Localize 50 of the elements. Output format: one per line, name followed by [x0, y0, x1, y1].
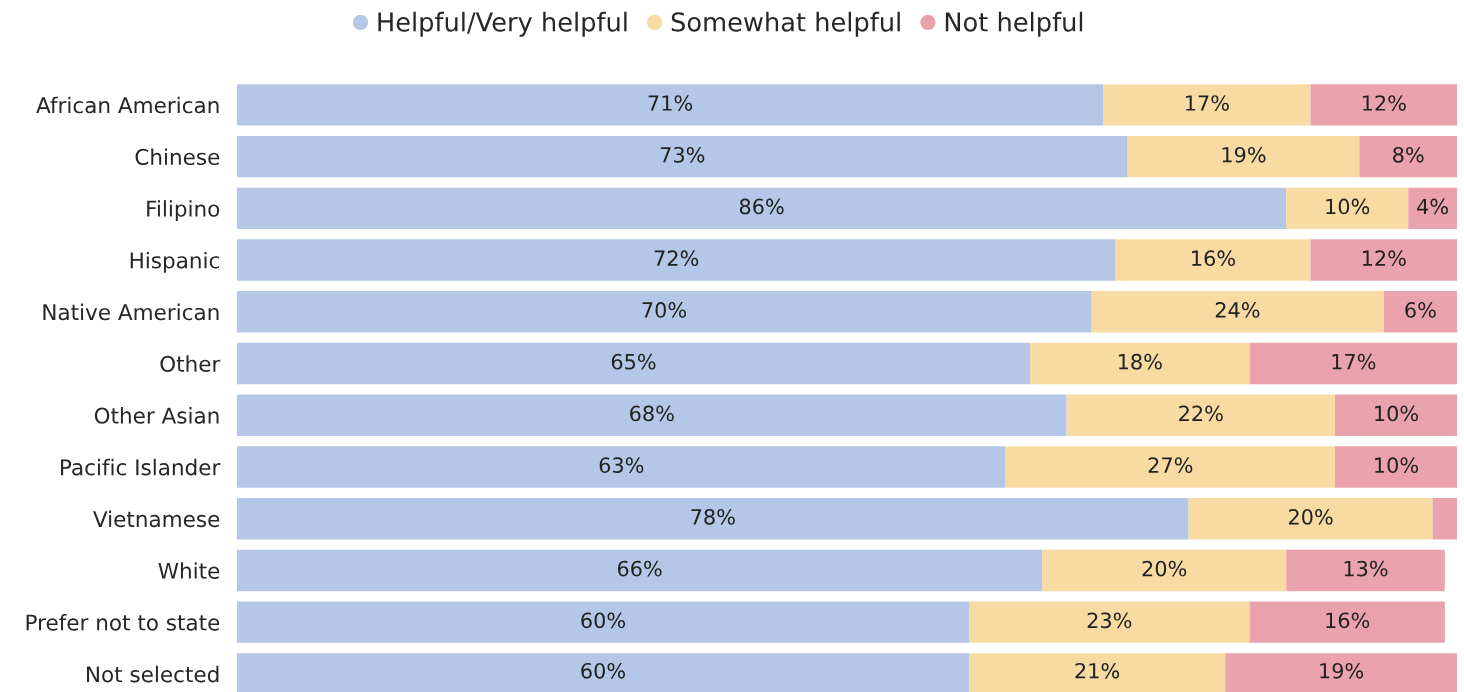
data-label: 10% — [1326, 198, 1370, 215]
data-label: 12% — [1362, 95, 1406, 111]
data-label: 24% — [1215, 302, 1260, 318]
y-tick-label: Chinese — [135, 148, 220, 166]
data-label: 65% — [611, 353, 656, 370]
data-label: 20% — [1288, 508, 1333, 525]
data-label: 20% — [1142, 560, 1187, 577]
data-label: 10% — [1375, 457, 1418, 474]
data-label: 60% — [581, 612, 625, 629]
data-label: 78% — [691, 508, 735, 525]
data-label: 21% — [1075, 662, 1120, 679]
data-label: 23% — [1087, 612, 1132, 629]
data-label: 19% — [1320, 662, 1364, 679]
y-tick-label: Hispanic — [130, 251, 219, 273]
data-label: 86% — [739, 198, 784, 215]
data-label: 12% — [1362, 250, 1406, 267]
y-tick-label: African American — [36, 96, 219, 114]
data-label: 70% — [642, 302, 686, 318]
data-label: 13% — [1344, 560, 1388, 577]
data-label: 18% — [1118, 353, 1162, 370]
data-label: 16% — [1326, 612, 1370, 629]
data-label: 63% — [599, 457, 644, 474]
data-label: 4% — [1417, 198, 1448, 215]
y-tick-label: Other — [160, 355, 221, 372]
data-label: 10% — [1375, 405, 1418, 422]
data-label: 6% — [1405, 302, 1436, 318]
y-tick-label: Other Asian — [94, 407, 219, 424]
data-label: 8% — [1393, 146, 1424, 163]
data-label: 72% — [654, 250, 699, 267]
y-tick-label: Not selected — [87, 665, 219, 683]
data-label: 19% — [1222, 146, 1266, 163]
y-tick-label: Pacific Islander — [61, 458, 221, 476]
y-tick-label: Prefer not to state — [26, 613, 220, 631]
data-label: 68% — [630, 405, 674, 422]
data-label: 71% — [648, 95, 693, 111]
y-tick-label: Vietnamese — [93, 510, 220, 528]
data-label: 22% — [1179, 405, 1223, 422]
legend-label: Somewhat helpful — [671, 11, 900, 37]
data-label: 73% — [660, 146, 705, 163]
data-label: 17% — [1332, 353, 1376, 370]
legend-label: Not helpful — [945, 11, 1083, 37]
data-label: 60% — [581, 662, 625, 679]
legend-label: Helpful/Very helpful — [378, 11, 627, 37]
data-label: 27% — [1148, 457, 1193, 474]
y-tick-label: Filipino — [147, 200, 220, 221]
data-label: 66% — [617, 560, 662, 577]
data-label: 16% — [1192, 250, 1235, 267]
y-tick-label: Native American — [43, 303, 219, 321]
data-label: 17% — [1186, 95, 1229, 111]
y-tick-label: White — [158, 562, 220, 579]
